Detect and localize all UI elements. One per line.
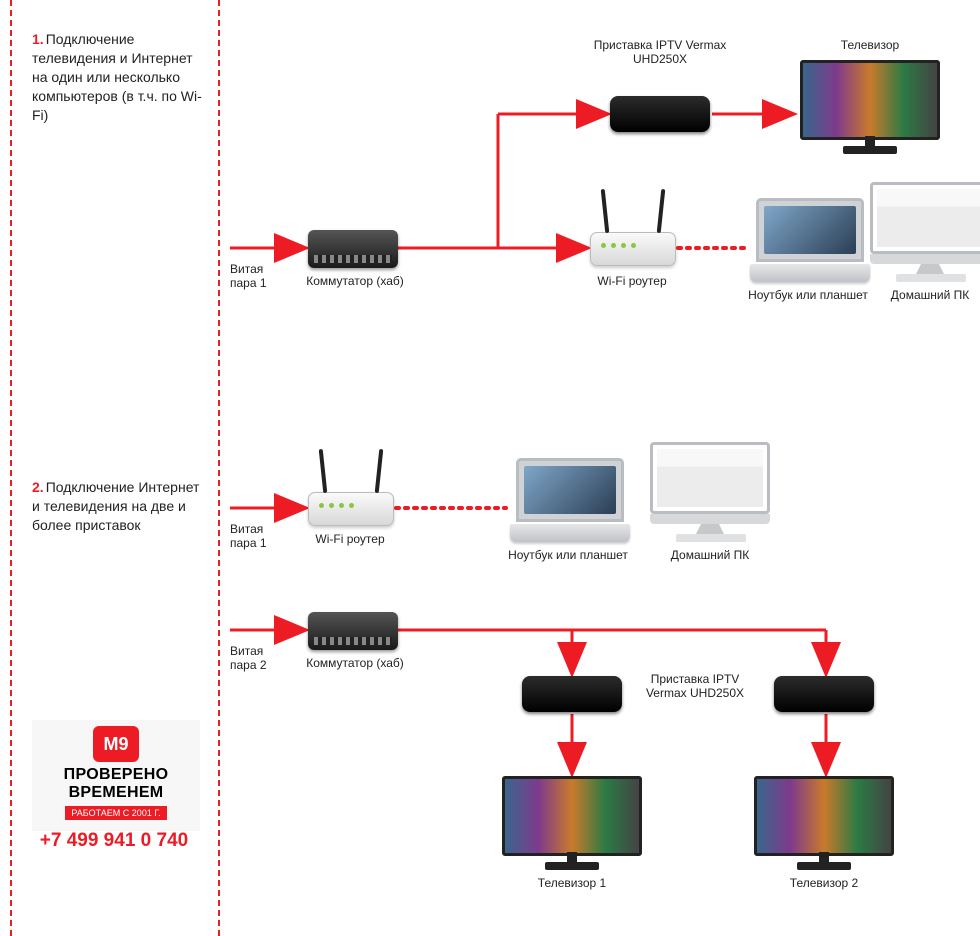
- label-pc-1: Домашний ПК: [870, 288, 980, 302]
- laptop-icon: [750, 198, 870, 282]
- brand-badge: М9 ПРОВЕРЕНО ВРЕМЕНЕМ РАБОТАЕМ С 2001 Г.: [32, 720, 200, 831]
- desktop-pc-icon-2: [650, 442, 770, 542]
- label-stb-1: Приставка IPTV Vermax UHD250X: [580, 38, 740, 67]
- section-2-number: 2.: [32, 479, 44, 495]
- label-wifi-2: Wi-Fi роутер: [300, 532, 400, 546]
- label-tv-2a: Телевизор 1: [512, 876, 632, 890]
- label-wifi-1: Wi-Fi роутер: [582, 274, 682, 288]
- desktop-pc-icon: [870, 182, 980, 282]
- tv-icon: [800, 60, 940, 154]
- section-1-title: 1.Подключение телевидения и Интернет на …: [32, 30, 208, 124]
- label-tv: Телевизор: [810, 38, 930, 52]
- tv-icon-2a: [502, 776, 642, 870]
- label-switch-2: Коммутатор (хаб): [290, 656, 420, 670]
- label-switch-1: Коммутатор (хаб): [290, 274, 420, 288]
- badge-line-1: ПРОВЕРЕНО: [34, 766, 198, 784]
- badge-line-2: ВРЕМЕНЕМ: [34, 784, 198, 802]
- section-1-text: Подключение телевидения и Интернет на од…: [32, 31, 202, 123]
- label-twisted-pair-2b: Витая пара 2: [230, 644, 290, 673]
- label-stb-2: Приставка IPTV Vermax UHD250X: [630, 672, 760, 701]
- switch-icon: [308, 230, 398, 268]
- tv-icon-2b: [754, 776, 894, 870]
- set-top-box-icon: [610, 96, 710, 132]
- label-laptop-2: Ноутбук или планшет: [508, 548, 628, 562]
- label-twisted-pair-2a: Витая пара 1: [230, 522, 290, 551]
- label-tv-2b: Телевизор 2: [764, 876, 884, 890]
- badge-subline: РАБОТАЕМ С 2001 Г.: [65, 806, 166, 820]
- section-2-title: 2.Подключение Интернет и телевидения на …: [32, 478, 208, 535]
- dashed-rail-left: [10, 0, 12, 936]
- laptop-icon-2: [510, 458, 630, 542]
- label-pc-2: Домашний ПК: [650, 548, 770, 562]
- diagram-canvas: Витая пара 1 Коммутатор (хаб) Приставка …: [230, 0, 978, 936]
- dashed-rail-right: [218, 0, 220, 936]
- section-2-text: Подключение Интернет и телевидения на дв…: [32, 479, 199, 533]
- section-1-number: 1.: [32, 31, 44, 47]
- label-twisted-pair-1a: Витая пара 1: [230, 262, 290, 291]
- wifi-router-icon-2: [308, 492, 394, 526]
- brand-logo-icon: М9: [93, 726, 139, 762]
- set-top-box-icon-2a: [522, 676, 622, 712]
- switch-icon-2: [308, 612, 398, 650]
- phone-number: +7 499 941 0 740: [14, 830, 214, 852]
- label-laptop-1: Ноутбук или планшет: [748, 288, 868, 302]
- set-top-box-icon-2b: [774, 676, 874, 712]
- wifi-router-icon: [590, 232, 676, 266]
